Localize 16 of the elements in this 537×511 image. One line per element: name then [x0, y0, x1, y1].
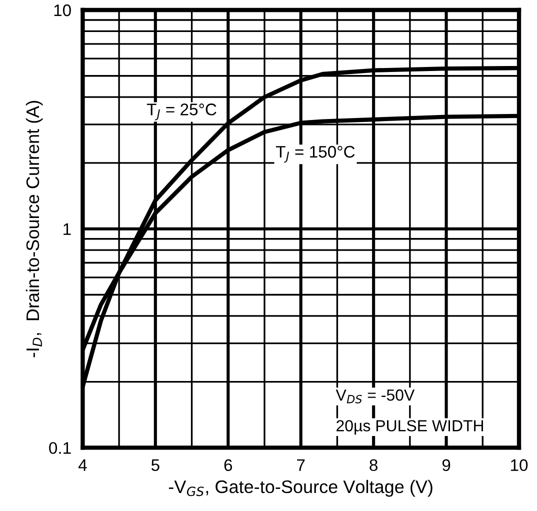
y-tick-label: 1 — [64, 223, 71, 235]
y-tick-label: 0.1 — [49, 442, 71, 454]
y-tick-label: 10 — [54, 4, 71, 16]
series-label: T$_{J}$ = 150°C — [276, 146, 355, 163]
annotation: V$_{DS}$ = -50V — [336, 389, 415, 404]
x-axis-title: -V$_{GS}$, Gate-to-Source Voltage (V) — [168, 480, 432, 497]
x-tick-label: 4 — [78, 459, 87, 471]
x-tick-label: 9 — [442, 459, 450, 472]
x-tick-label: 5 — [151, 459, 160, 472]
x-tick-label: 8 — [370, 459, 378, 472]
annotation: 20µs PULSE WIDTH — [336, 420, 483, 435]
x-tick-label: 6 — [224, 459, 232, 472]
x-tick-label: 7 — [297, 459, 305, 471]
series-label: T$_{J}$ = 25°C — [146, 104, 216, 120]
y-axis-title: -I$_{D}$, Drain-to-Source Current (A) — [26, 100, 43, 358]
x-tick-label: 10 — [511, 459, 528, 472]
